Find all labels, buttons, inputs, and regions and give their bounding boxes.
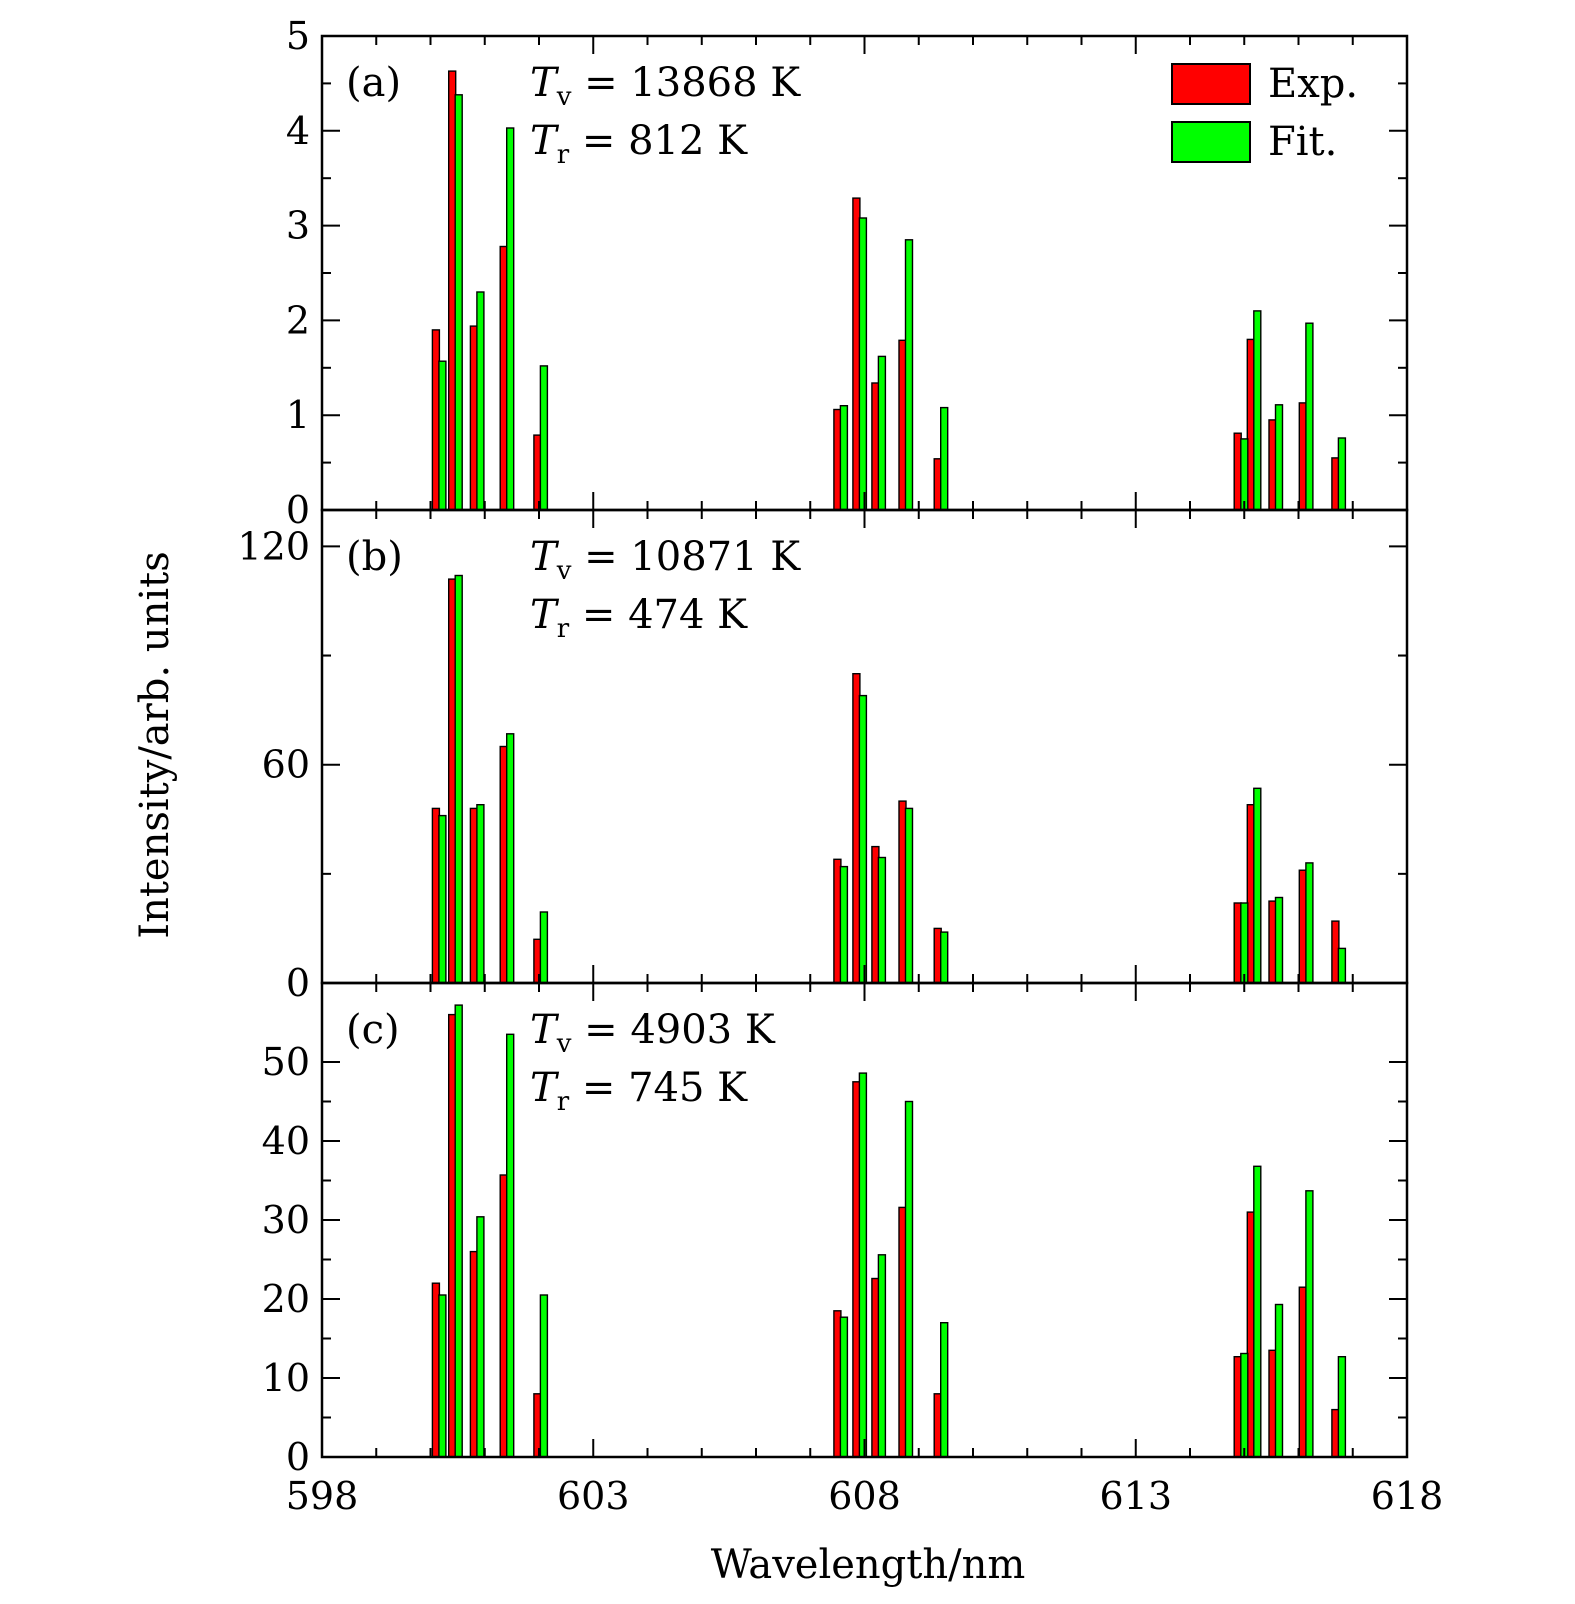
bar-fit-7 [877, 1254, 887, 1458]
bar-fit-14 [1337, 1355, 1347, 1458]
legend: Exp. Fit. [1171, 61, 1358, 165]
bar-fit-6 [858, 217, 868, 511]
y-tick-label: 0 [286, 961, 310, 1005]
x-tick-label: 603 [557, 1474, 630, 1518]
y-tick-label: 120 [237, 524, 310, 568]
bar-fit-7 [877, 856, 887, 984]
bar-fit-11 [1253, 310, 1262, 511]
bar-fit-5 [839, 405, 849, 511]
x-tick-label: 613 [1099, 1474, 1172, 1518]
bar-fit-6 [858, 1072, 868, 1458]
bar-fit-0 [438, 814, 447, 984]
tv-annotation: Tv = 13868 K [530, 60, 801, 112]
bar-fit-12 [1274, 404, 1284, 511]
tv-annotation: Tv = 10871 K [530, 534, 801, 586]
bar-fit-4 [539, 365, 549, 511]
bar-fit-7 [877, 355, 887, 511]
y-tick-label: 3 [286, 204, 310, 248]
y-tick-label: 5 [286, 14, 310, 58]
legend-label-exp: Exp. [1268, 61, 1358, 107]
bar-fit-5 [839, 865, 849, 984]
tr-annotation: Tr = 474 K [530, 592, 748, 644]
bar-fit-13 [1305, 862, 1314, 984]
y-tick-label: 50 [262, 1040, 310, 1084]
panel-1: 0 60 120 (b) Tv = 10871 K Tr = 474 K [237, 508, 1409, 1005]
bar-fit-2 [476, 291, 485, 511]
bar-fit-8 [904, 239, 914, 511]
bar-fit-14 [1337, 437, 1347, 511]
bar-fit-2 [476, 1216, 485, 1458]
bar-fit-1 [454, 1004, 463, 1458]
y-axis-label: Intensity/arb. units [132, 551, 178, 938]
y-tick-label: 0 [286, 488, 310, 532]
x-tick-label: 598 [286, 1474, 359, 1518]
panel-label: (b) [346, 534, 403, 580]
bar-fit-14 [1337, 947, 1347, 984]
bar-fit-9 [940, 931, 949, 984]
y-tick-label: 0 [286, 1435, 310, 1479]
y-tick-label: 10 [262, 1356, 310, 1400]
bar-fit-3 [506, 733, 515, 984]
y-tick-label: 60 [262, 743, 310, 787]
bar-fit-11 [1253, 1165, 1262, 1458]
bar-fit-5 [839, 1316, 849, 1458]
x-tick-label: 608 [828, 1474, 901, 1518]
bar-fit-4 [539, 911, 549, 984]
bar-fit-3 [506, 1033, 515, 1458]
panels-layer: 0 1 2 3 4 5 (a) Tv = 13868 K Tr = 812 K 0 60 120 (b)… [237, 14, 1443, 1518]
bar-fit-0 [438, 360, 447, 511]
tr-annotation: Tr = 745 K [530, 1065, 748, 1117]
bar-fit-3 [506, 127, 515, 511]
bar-fit-8 [904, 807, 914, 984]
x-axis-label: Wavelength/nm [711, 1542, 1026, 1588]
legend-label-fit: Fit. [1268, 119, 1337, 165]
bar-fit-9 [940, 1321, 949, 1458]
panel-label: (c) [346, 1007, 400, 1053]
panel-label: (a) [346, 60, 401, 106]
bar-fit-13 [1305, 322, 1314, 511]
legend-swatch-exp [1171, 63, 1251, 105]
bar-fit-2 [476, 804, 485, 984]
bar-fit-0 [438, 1294, 447, 1458]
bar-fit-10 [1240, 438, 1249, 511]
bar-fit-11 [1253, 787, 1262, 984]
y-tick-label: 2 [286, 298, 310, 342]
bar-fit-1 [454, 574, 463, 984]
y-tick-label: 40 [262, 1119, 310, 1163]
tv-annotation: Tv = 4903 K [530, 1007, 776, 1059]
bar-fit-6 [858, 694, 868, 984]
x-tick-label: 618 [1371, 1474, 1444, 1518]
bar-fit-13 [1305, 1190, 1314, 1458]
panel-0: 0 1 2 3 4 5 (a) Tv = 13868 K Tr = 812 K [286, 14, 1409, 532]
panel-2: 0 10 20 30 40 50 (c) Tv = 4903 K Tr = 745 K 598 60… [262, 981, 1444, 1518]
bar-fit-4 [539, 1294, 549, 1458]
bar-fit-9 [940, 406, 949, 511]
y-tick-label: 20 [262, 1277, 310, 1321]
legend-swatch-fit [1171, 121, 1251, 163]
y-tick-label: 30 [262, 1198, 310, 1242]
y-tick-label: 1 [286, 393, 310, 437]
tr-annotation: Tr = 812 K [530, 118, 748, 170]
bar-fit-8 [904, 1100, 914, 1458]
bar-fit-10 [1240, 1352, 1249, 1458]
bar-fit-10 [1240, 902, 1249, 984]
bar-fit-1 [454, 94, 463, 511]
y-tick-label: 4 [286, 109, 310, 153]
bar-fit-12 [1274, 896, 1284, 984]
bar-fit-12 [1274, 1303, 1284, 1458]
